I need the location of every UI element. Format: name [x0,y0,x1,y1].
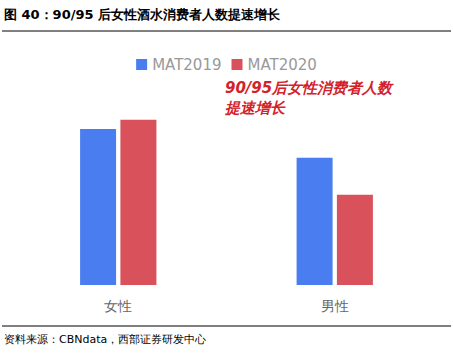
svg-text:90/95后女性消费者人数: 90/95后女性消费者人数 [225,79,394,97]
svg-text:提速增长: 提速增长 [224,99,286,117]
svg-text:MAT2019: MAT2019 [152,56,221,74]
svg-text:女性: 女性 [104,298,132,314]
svg-text:资料来源：CBNdata，西部证券研发中心: 资料来源：CBNdata，西部证券研发中心 [4,333,206,346]
svg-text:男性: 男性 [321,298,349,314]
svg-text:图 40：90/95 后女性酒水消费者人数提速增长: 图 40：90/95 后女性酒水消费者人数提速增长 [4,7,281,22]
svg-text:MAT2020: MAT2020 [248,56,317,74]
